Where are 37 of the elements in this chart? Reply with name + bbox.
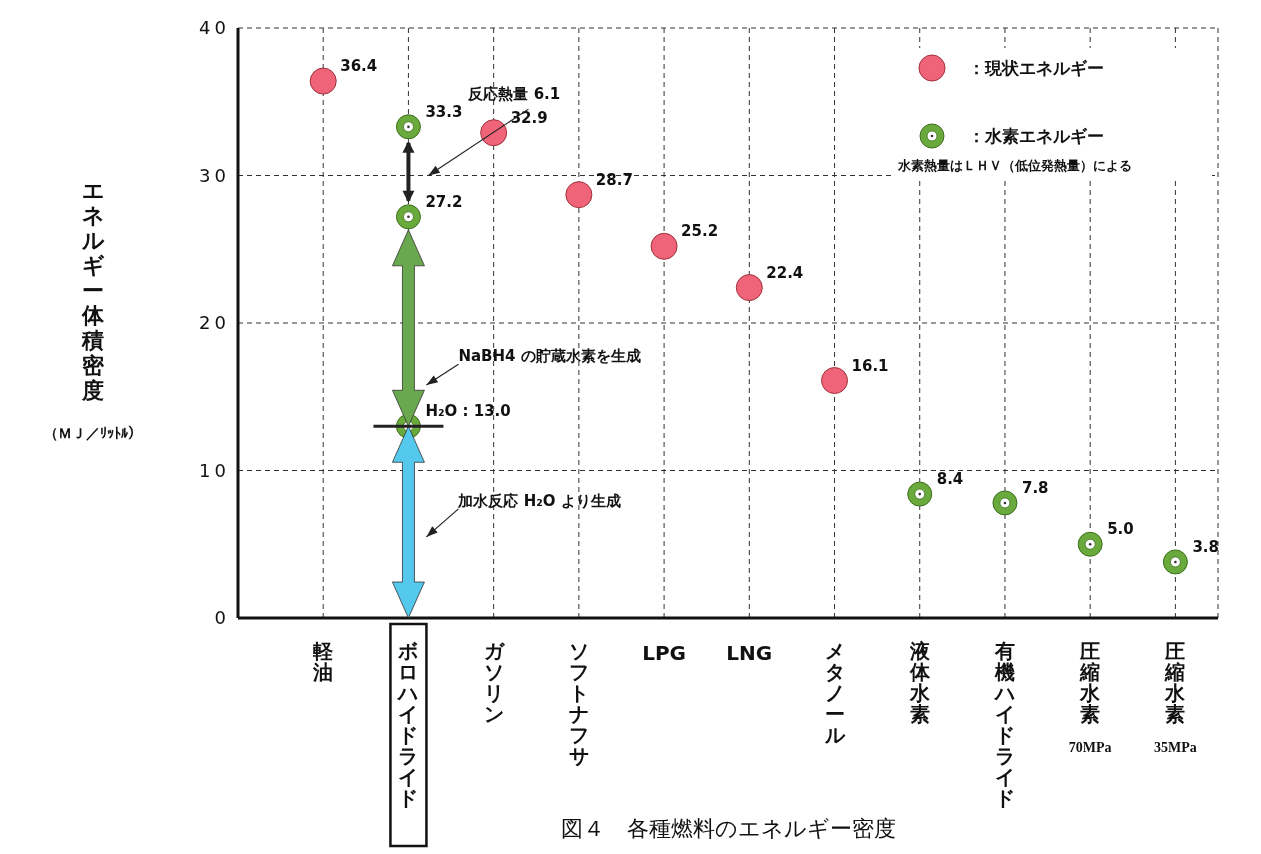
data-label: 25.2 xyxy=(681,222,719,241)
y-tick-label: 40 xyxy=(199,17,230,39)
y-tick-label: 10 xyxy=(199,459,230,481)
annotation: 加水反応 H₂O より生成 xyxy=(457,491,621,510)
x-tick-label: ガソリン xyxy=(483,639,506,726)
x-tick-label: ボロハイドライド xyxy=(396,639,419,810)
x-tick-label: 有機ハイドライド xyxy=(992,639,1015,810)
data-label: 22.4 xyxy=(766,263,804,282)
data-label: 36.4 xyxy=(340,57,378,76)
legend-label: ：現状エネルギー xyxy=(968,58,1104,78)
x-tick-label: LNG xyxy=(726,641,773,665)
data-label: 8.4 xyxy=(936,470,964,489)
x-tick-label: メタノール xyxy=(823,639,846,747)
y-tick-label: 0 xyxy=(214,607,230,629)
text: 図４ 各種燃料のエネルギー密度 xyxy=(560,816,896,841)
data-label: 32.9 xyxy=(510,108,548,127)
x-tick-label: ソフトナフサ xyxy=(568,639,589,768)
annotation: NaBH4 の貯蔵水素を生成 xyxy=(458,347,641,366)
data-label: 33.3 xyxy=(425,102,463,121)
data-label: 16.1 xyxy=(851,356,889,375)
x-tick-label: 圧縮水素 35MPa xyxy=(1154,639,1197,755)
x-tick-label: 圧縮水素 70MPa xyxy=(1068,639,1112,755)
data-label: 27.2 xyxy=(425,192,463,211)
x-tick-label: LPG xyxy=(642,641,686,665)
annotation: 反応熱量 6.1 xyxy=(467,84,561,103)
x-tick-label: 液体水素 xyxy=(908,639,931,726)
data-label: 7.8 xyxy=(1021,478,1049,497)
data-label: 28.7 xyxy=(595,170,633,189)
x-tick-label: 軽油 xyxy=(312,639,334,684)
annotation: 水素熱量はＬＨＶ（低位発熱量）による xyxy=(897,158,1132,173)
legend-label: ：水素エネルギー xyxy=(968,126,1104,146)
data-label: H₂O : 13.0 xyxy=(425,402,511,421)
y-tick-label: 20 xyxy=(199,312,230,334)
text: エネルギー体積密度（ＭＪ／ﾘｯﾄﾙ） xyxy=(44,178,142,441)
data-label: 3.8 xyxy=(1192,537,1219,556)
data-label: 5.0 xyxy=(1107,520,1134,539)
y-tick-label: 30 xyxy=(199,164,230,186)
